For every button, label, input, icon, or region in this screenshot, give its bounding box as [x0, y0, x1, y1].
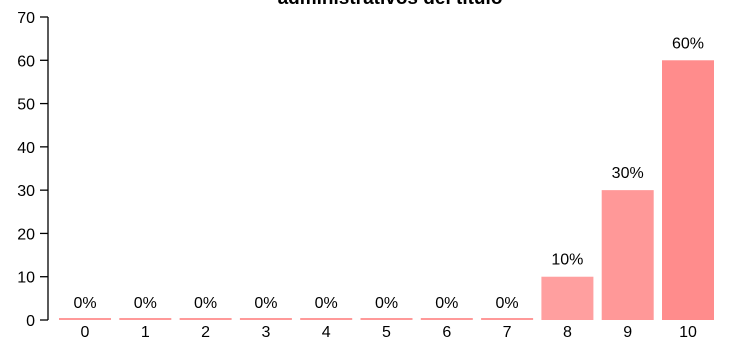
- y-tick-label: 0: [26, 313, 35, 330]
- x-tick-label: 5: [382, 324, 391, 339]
- bar-8: [541, 276, 594, 320]
- data-label: 0%: [496, 295, 519, 312]
- data-label: 60%: [672, 35, 704, 52]
- data-label: 0%: [435, 295, 458, 312]
- x-tick-label: 1: [141, 324, 150, 339]
- y-tick-label: 30: [17, 183, 35, 200]
- bar-7: [481, 318, 534, 320]
- bar-0: [59, 318, 111, 320]
- bar-10: [662, 60, 714, 321]
- x-tick-label: 9: [623, 324, 632, 339]
- y-axis-ticks: 0 10 20 30 40 50 60 70: [17, 10, 48, 330]
- y-tick-label: 10: [17, 270, 35, 287]
- data-label: 0%: [134, 295, 157, 312]
- data-label: 0%: [194, 295, 217, 312]
- y-tick-label: 70: [17, 10, 35, 27]
- x-tick-label: 0: [81, 324, 90, 339]
- data-label: 0%: [375, 295, 398, 312]
- x-tick-label: 10: [679, 324, 697, 339]
- data-labels-group: 0% 0% 0% 0% 0% 0% 0% 0% 10% 30% 60%: [73, 35, 704, 312]
- bars-group: [59, 60, 714, 321]
- bar-2: [179, 318, 232, 320]
- y-tick-label: 20: [17, 226, 35, 243]
- y-tick-label: 40: [17, 140, 35, 157]
- x-tick-label: 4: [322, 324, 331, 339]
- bar-9: [601, 190, 654, 320]
- data-label: 30%: [612, 165, 644, 182]
- x-tick-label: 8: [563, 324, 572, 339]
- bar-4: [300, 318, 353, 320]
- data-label: 0%: [73, 295, 96, 312]
- x-tick-label: 7: [503, 324, 512, 339]
- data-label: 10%: [551, 252, 583, 269]
- x-tick-label: 2: [201, 324, 210, 339]
- bar-1: [119, 318, 172, 320]
- x-tick-label: 6: [442, 324, 451, 339]
- x-axis-labels: 0 1 2 3 4 5 6 7 8 9 10: [81, 324, 697, 339]
- x-tick-label: 3: [261, 324, 270, 339]
- bar-6: [420, 318, 473, 320]
- y-tick-label: 60: [17, 53, 35, 70]
- bar-5: [360, 318, 413, 320]
- y-tick-label: 50: [17, 97, 35, 114]
- data-label: 0%: [315, 295, 338, 312]
- data-label: 0%: [254, 295, 277, 312]
- chart-title: administrativos del título: [278, 0, 503, 9]
- bar-3: [239, 318, 292, 320]
